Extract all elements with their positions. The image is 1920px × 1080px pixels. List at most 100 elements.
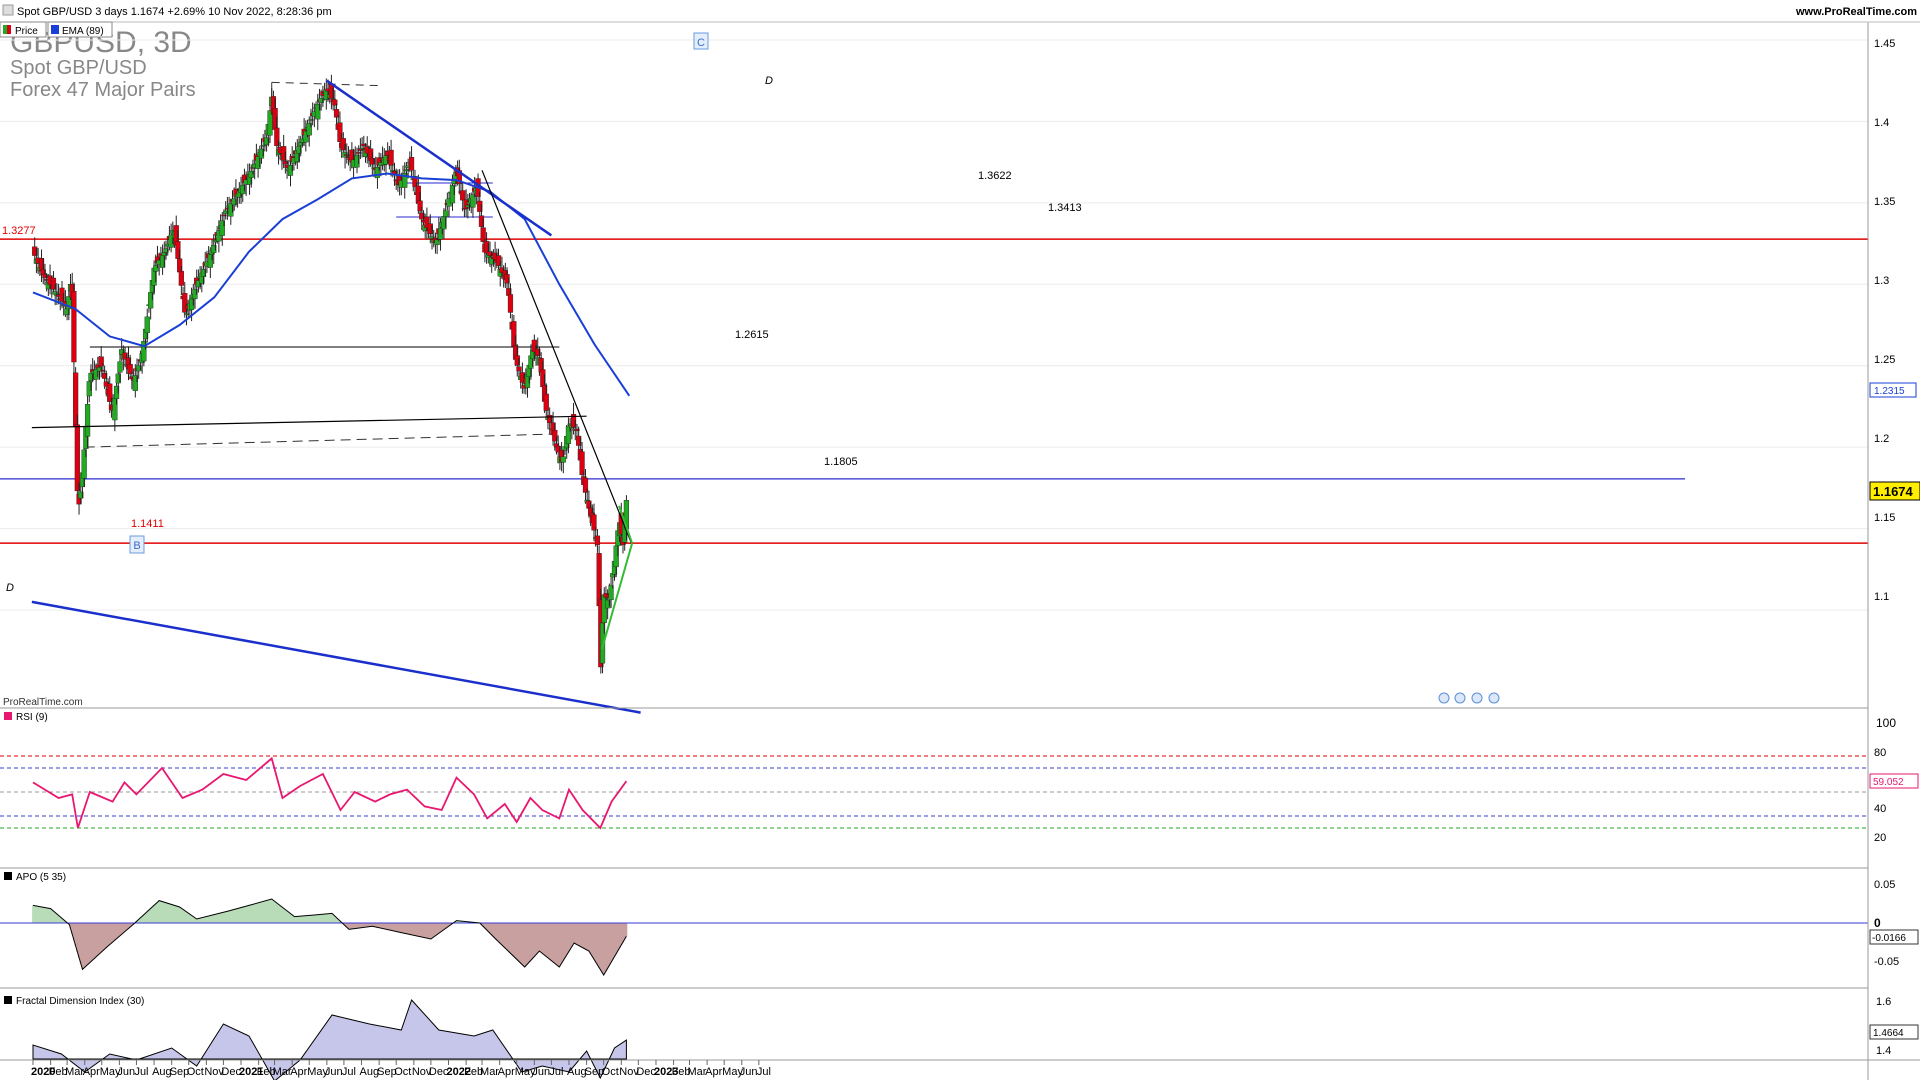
candle-body [531,339,537,353]
candle-body [221,214,227,217]
candle-body [42,273,48,278]
candle-body [113,385,120,399]
time-label: Mar [273,1066,292,1078]
candle-body [574,428,580,432]
candle-body [178,270,184,286]
candle [296,135,302,163]
time-label: 2023 [654,1066,678,1078]
time-label: May [100,1066,121,1078]
candle [356,145,362,165]
candle [178,266,184,296]
candle-body [516,366,522,372]
candle-body [477,200,483,212]
candle-body [96,367,103,372]
candle-body [429,236,435,239]
time-label: Jun [325,1066,343,1078]
rsi-tick: 80 [1874,747,1886,759]
candle-body [219,220,225,236]
candle-body [306,123,312,136]
gridlines [0,39,1868,611]
candle [535,337,541,361]
candle-body [478,215,485,227]
candle-body [579,451,585,476]
candle-body [547,414,553,423]
candle-body [182,293,188,313]
candle-body [260,145,266,147]
time-label: Dec [221,1066,241,1078]
candle-body [136,365,142,372]
candle-body [403,169,410,172]
candle-body [296,146,302,154]
candle-body [153,265,159,272]
candle-body [122,352,128,360]
time-label: Feb [49,1066,68,1078]
time-label: Jul [549,1066,563,1078]
candle-body [487,251,493,256]
candle [424,207,430,240]
candle [84,394,91,448]
apo-label-swatch [4,872,12,880]
time-label: Dec [429,1066,449,1078]
candle-body [608,585,614,601]
candle-body [344,154,350,156]
candle-body [84,404,91,437]
rsi-value: 59.052 [1873,777,1904,788]
legend-box-ema[interactable] [47,21,113,38]
candle [303,120,309,152]
time-label: Mar [480,1066,499,1078]
candle-body [282,161,288,165]
candle [565,417,572,454]
time-label: Aug [567,1066,587,1078]
candles [32,74,630,674]
candle-body [78,491,84,499]
candle-body [267,110,273,136]
time-label: Nov [412,1066,432,1078]
ema-value: 1.2315 [1874,386,1905,397]
apo-value-tag [1869,929,1919,945]
candle-body [337,122,343,142]
apo-value: -0.0166 [1872,933,1906,944]
rsi-tick: 100 [1876,716,1896,730]
time-label: Oct [394,1066,411,1078]
candle-body [514,355,520,366]
candle-body [480,227,486,242]
candle-body [582,477,589,493]
candle [88,364,94,391]
candle-body [32,246,38,256]
price-tick: 1.2 [1874,433,1889,445]
legend-swatch-price-up [3,25,7,34]
candle [219,211,225,246]
time-label: Jul [134,1066,148,1078]
price-axis: 1.45 1.4 1.35 1.3 1.25 1.2 1.15 1.1 1.23… [1869,38,1920,603]
candle-body [287,165,294,176]
candle [71,282,77,374]
candle-body [412,176,418,187]
time-label: May [722,1066,743,1078]
rsi-tick: 40 [1874,803,1886,815]
time-label: Jul [757,1066,771,1078]
candle-body [419,212,425,220]
legend-box-price[interactable] [0,21,47,38]
apo-line [32,898,627,976]
candle [127,354,133,380]
candle-body [107,383,113,402]
candle [344,143,350,164]
candle-body [66,296,72,310]
candle-body [489,256,495,265]
candle [504,267,510,292]
apo-tick: -0.05 [1874,956,1899,968]
time-label: Feb [672,1066,691,1078]
trendline [601,542,634,650]
candle-body [594,535,601,546]
candle-body [192,288,198,300]
price-tick: 1.3 [1874,275,1889,287]
candle [412,169,418,195]
candle [136,360,142,379]
event-icon [1488,692,1500,704]
time-label: May [515,1066,536,1078]
price-tick: 1.45 [1874,38,1895,50]
candle-body [570,414,577,428]
candle-body [315,103,321,120]
level-dashed-mid [84,433,552,448]
